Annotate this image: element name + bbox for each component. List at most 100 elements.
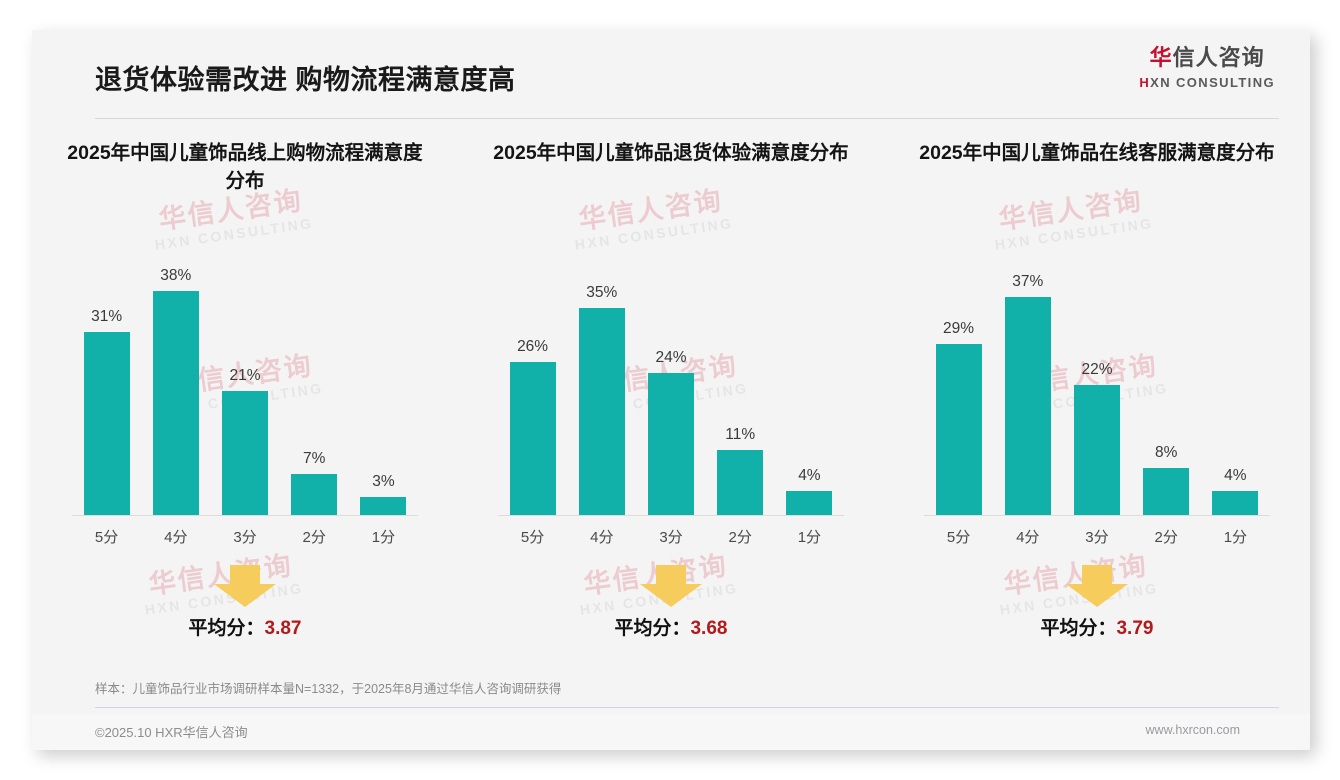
average-score-block: 平均分：3.79 — [902, 565, 1292, 651]
bar-group: 31% 38% 21% 7% 3% — [72, 256, 418, 515]
brand-logo: 华信人咨询 HXN CONSULTING — [1139, 47, 1275, 90]
average-score-block: 平均分：3.68 — [476, 565, 866, 651]
chart-plot-area: 26% 35% 24% 11% 4% — [497, 256, 844, 516]
x-axis-tick: 2分 — [302, 529, 326, 546]
brand-logo-cn-highlight: 华 — [1149, 45, 1173, 70]
bar[interactable] — [1073, 385, 1120, 515]
bar-value-label: 35% — [586, 284, 618, 301]
chart-title: 2025年中国儿童饰品在线客服满意度分布 — [919, 142, 1275, 164]
bar[interactable] — [1143, 468, 1190, 515]
x-axis-tick: 2分 — [728, 529, 752, 546]
bar-value-label: 22% — [1081, 361, 1113, 378]
average-score: 平均分：3.79 — [902, 613, 1292, 640]
bar[interactable] — [291, 474, 338, 515]
bar[interactable] — [360, 497, 407, 515]
sample-note: 样本：儿童饰品行业市场调研样本量N=1332，于2025年8月通过华信人咨询调研… — [95, 682, 562, 696]
bar-slot: 11% — [706, 256, 775, 515]
average-score-block: 平均分：3.87 — [50, 565, 440, 651]
bar[interactable] — [935, 344, 982, 515]
bar[interactable] — [83, 332, 130, 515]
average-score: 平均分：3.87 — [50, 613, 440, 640]
bar-slot: 3% — [349, 256, 418, 515]
bar[interactable] — [152, 291, 199, 515]
x-axis-tick: 3分 — [1085, 529, 1109, 546]
bar-slot: 35% — [567, 256, 636, 515]
x-axis-tick: 3分 — [659, 529, 683, 546]
chart-panel-2: 2025年中国儿童饰品退货体验满意度分布 26% 35% 24% 11% 4% 5分 4分 3分… — [458, 140, 884, 651]
page-title: 退货体验需改进 购物流程满意度高 — [95, 65, 516, 95]
chart-title: 2025年中国儿童饰品线上购物流程满意度分布 — [67, 142, 423, 192]
bar-value-label: 4% — [798, 467, 821, 484]
bar-value-label: 8% — [1154, 444, 1178, 461]
down-arrow-icon — [213, 565, 276, 607]
x-axis-tick: 4分 — [164, 529, 188, 546]
average-score-label: 平均分： — [1040, 618, 1117, 639]
bar[interactable] — [786, 491, 833, 515]
bar-value-label: 7% — [303, 450, 326, 467]
x-axis-tick: 1分 — [1223, 529, 1248, 546]
bar[interactable] — [578, 308, 625, 515]
x-axis-tick: 1分 — [371, 529, 396, 546]
x-axis: 5分 4分 3分 2分 1分 — [924, 516, 1270, 547]
brand-logo-cn-rest: 信人咨询 — [1172, 45, 1265, 70]
bar-slot: 26% — [498, 256, 567, 515]
brand-logo-en-highlight: H — [1139, 75, 1151, 90]
bar-value-label: 4% — [1224, 467, 1247, 484]
chart-plot-area: 31% 38% 21% 7% 3% — [72, 256, 418, 516]
average-score-value: 3.68 — [690, 618, 728, 639]
bar-value-label: 3% — [372, 473, 395, 490]
slide-header: 退货体验需改进 购物流程满意度高 华信人咨询 HXN CONSULTING — [32, 30, 1310, 120]
average-score-label: 平均分： — [188, 618, 265, 639]
bar-value-label: 31% — [91, 308, 123, 325]
x-axis-tick: 4分 — [1016, 529, 1040, 546]
chart-title: 2025年中国儿童饰品退货体验满意度分布 — [493, 142, 849, 164]
bar-slot: 38% — [141, 256, 210, 515]
bar[interactable] — [222, 391, 268, 515]
x-axis-tick: 3分 — [233, 529, 257, 546]
x-axis-tick: 4分 — [590, 529, 614, 546]
x-axis-tick: 1分 — [797, 529, 822, 546]
bar-slot: 29% — [924, 256, 993, 515]
chart-plot-area: 29% 37% 22% 8% 4% — [923, 256, 1270, 516]
down-arrow-icon — [639, 565, 702, 607]
bar-slot: 8% — [1132, 256, 1201, 515]
bar-value-label: 37% — [1012, 273, 1044, 290]
slide-footer: ©2025.10 HXR华信人咨询 www.hxrcon.com — [32, 714, 1310, 750]
average-score-value: 3.87 — [264, 618, 302, 639]
bar-slot: 21% — [210, 256, 279, 515]
x-axis-tick: 5分 — [94, 529, 119, 546]
bar[interactable] — [509, 362, 556, 515]
chart-panel-3: 2025年中国儿童饰品在线客服满意度分布 29% 37% 22% 8% 4% 5分 4分 3分 2… — [884, 140, 1310, 651]
bar-slot: 37% — [993, 256, 1062, 515]
brand-logo-cn: 华信人咨询 — [1139, 47, 1275, 69]
bar[interactable] — [717, 450, 764, 515]
bar-slot: 31% — [72, 256, 141, 515]
bar-group: 29% 37% 22% 8% 4% — [924, 256, 1270, 515]
brand-logo-en: HXN CONSULTING — [1139, 76, 1275, 89]
website-link[interactable]: www.hxrcon.com — [1145, 723, 1240, 737]
header-divider — [95, 118, 1279, 119]
bar-value-label: 38% — [160, 267, 192, 284]
average-score: 平均分：3.68 — [476, 613, 866, 640]
bar-slot: 4% — [775, 256, 844, 515]
bar-group: 26% 35% 24% 11% 4% — [498, 256, 844, 515]
bar-value-label: 24% — [655, 349, 687, 366]
bar[interactable] — [1004, 297, 1051, 515]
x-axis: 5分 4分 3分 2分 1分 — [72, 516, 418, 547]
down-arrow-icon — [1065, 565, 1128, 607]
bar[interactable] — [647, 373, 694, 515]
bar-slot: 22% — [1062, 256, 1131, 515]
x-axis-tick: 5分 — [520, 529, 545, 546]
average-score-value: 3.79 — [1116, 618, 1154, 639]
slide-canvas: 华信人咨询 HXN CONSULTING 华信人咨询 HXN CONSULTIN… — [32, 30, 1310, 750]
bar-slot: 24% — [636, 256, 705, 515]
bar-value-label: 21% — [229, 367, 261, 384]
average-score-label: 平均分： — [614, 618, 691, 639]
bar[interactable] — [1212, 491, 1259, 515]
bar-slot: 4% — [1201, 256, 1270, 515]
bar-slot: 7% — [280, 256, 349, 515]
charts-row: 2025年中国儿童饰品线上购物流程满意度分布 31% 38% 21% 7% 3% 5分 4分 3… — [32, 140, 1310, 651]
bar-value-label: 11% — [725, 426, 756, 443]
chart-panel-1: 2025年中国儿童饰品线上购物流程满意度分布 31% 38% 21% 7% 3% 5分 4分 3… — [32, 140, 458, 651]
x-axis-tick: 2分 — [1154, 529, 1178, 546]
